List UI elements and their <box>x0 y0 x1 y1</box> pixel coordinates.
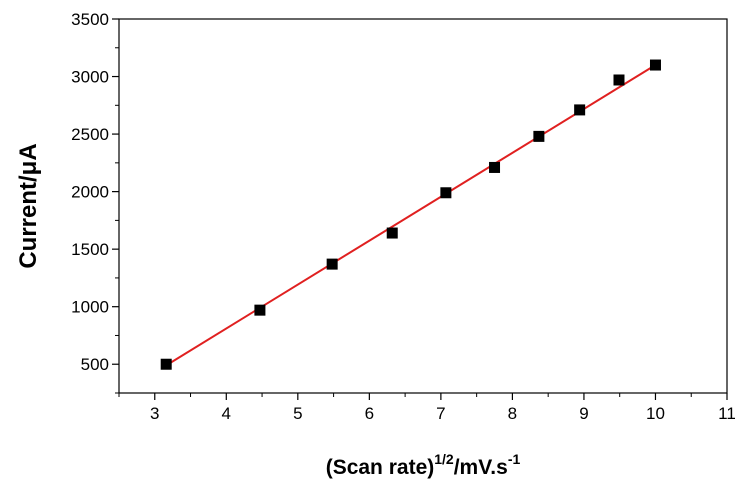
data-point <box>613 74 625 86</box>
x-axis-label-unit-exponent: -1 <box>508 451 521 467</box>
y-axis-label: Current/μA <box>15 143 42 268</box>
data-point <box>326 258 338 270</box>
y-tick-label: 3500 <box>71 10 109 29</box>
y-tick-label: 1000 <box>71 298 109 317</box>
y-tick-label: 1500 <box>71 240 109 259</box>
data-point <box>649 59 661 71</box>
y-tick-labels: 500 1000 1500 2000 2500 3000 3500 <box>71 10 109 374</box>
y-tick-label: 2000 <box>71 183 109 202</box>
y-tick-label: 3000 <box>71 68 109 87</box>
x-tick-labels: 3 4 5 6 7 8 9 10 11 <box>150 404 736 423</box>
x-tick-label: 3 <box>150 404 159 423</box>
fit-line <box>165 64 656 367</box>
x-tick-label: 4 <box>222 404 231 423</box>
data-point <box>533 130 545 142</box>
data-point <box>574 104 586 116</box>
x-tick-label: 10 <box>646 404 665 423</box>
x-axis-label-exponent: 1/2 <box>434 451 454 467</box>
x-axis-label-main: (Scan rate) <box>326 456 435 479</box>
x-tick-label: 5 <box>293 404 302 423</box>
x-axis-label-unit: /mV.s <box>454 456 508 479</box>
data-point <box>160 358 172 370</box>
data-point <box>254 304 266 316</box>
plot-frame <box>118 18 728 394</box>
data-point <box>489 161 501 173</box>
data-series <box>160 59 661 370</box>
x-tick-label: 7 <box>436 404 445 423</box>
x-axis-label: (Scan rate)1/2/mV.s-1 <box>326 451 521 479</box>
data-point <box>440 187 452 199</box>
y-tick-label: 2500 <box>71 125 109 144</box>
x-tick-label: 8 <box>508 404 517 423</box>
x-tick-label: 11 <box>718 404 736 423</box>
axis-ticks <box>112 18 728 400</box>
data-point <box>386 227 398 239</box>
x-tick-label: 6 <box>365 404 374 423</box>
y-tick-label: 500 <box>81 355 109 374</box>
x-tick-label: 9 <box>579 404 588 423</box>
